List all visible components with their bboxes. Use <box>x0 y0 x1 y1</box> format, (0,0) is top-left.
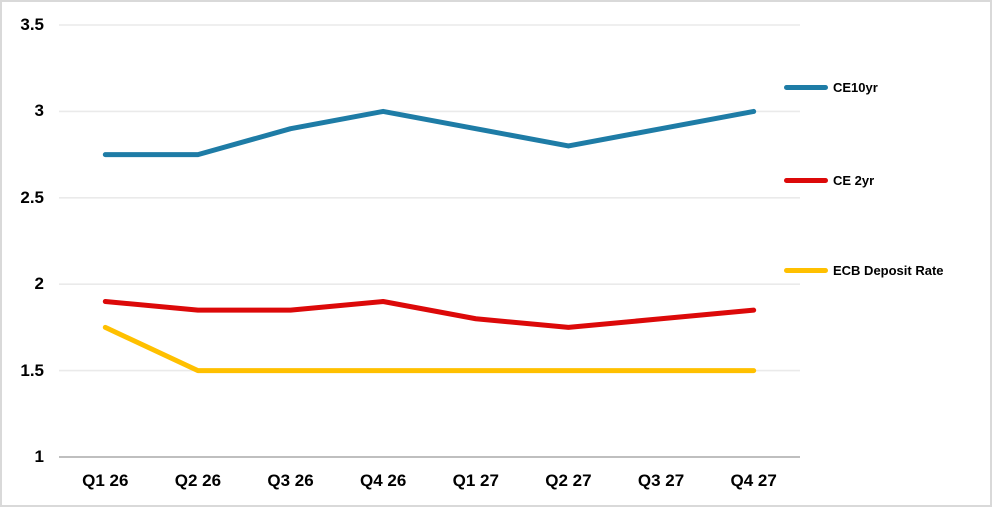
y-axis-tick-label: 1.5 <box>20 360 44 380</box>
legend-label: CE 2yr <box>833 172 875 188</box>
y-axis-tick-label: 1 <box>34 447 44 466</box>
legend-item-ecb-deposit-rate: ECB Deposit Rate <box>784 262 944 278</box>
y-axis-tick-label: 2.5 <box>20 187 44 207</box>
legend-swatch-ce10yr <box>784 84 828 90</box>
legend-label: ECB Deposit Rate <box>833 262 944 278</box>
series-line-ce-2yr <box>102 298 757 330</box>
series-line-ce10yr <box>102 108 757 158</box>
x-axis-tick-label: Q2 27 <box>545 471 592 490</box>
y-axis-tick-label: 3.5 <box>20 15 44 34</box>
legend-swatch-ce-2yr <box>784 177 828 183</box>
x-axis-tick-label: Q4 27 <box>730 471 777 490</box>
legend-label: CE10yr <box>833 79 878 95</box>
legend-item-ce10yr: CE10yr <box>784 79 878 95</box>
x-axis-tick-label: Q1 26 <box>82 471 129 490</box>
x-axis-tick-label: Q3 26 <box>267 471 314 490</box>
x-axis-tick-label: Q2 26 <box>174 471 222 490</box>
y-axis-tick-label: 2 <box>34 274 44 294</box>
x-axis-tick-label: Q1 27 <box>452 471 499 490</box>
legend-swatch-ecb-deposit-rate <box>784 267 828 273</box>
y-axis-tick-label: 3 <box>34 101 44 121</box>
x-axis-tick-label: Q4 26 <box>360 471 407 490</box>
x-axis-tick-label: Q3 27 <box>637 471 685 490</box>
series-line-ecb-deposit-rate <box>102 324 757 374</box>
legend-item-ce-2yr: CE 2yr <box>784 172 874 188</box>
